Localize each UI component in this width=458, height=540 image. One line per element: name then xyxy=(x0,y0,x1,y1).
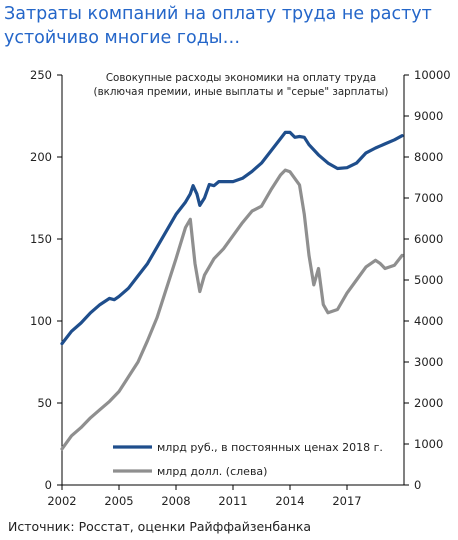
x-tick-label: 2011 xyxy=(218,494,247,508)
y-left-tick-label: 200 xyxy=(30,150,52,164)
y-left-tick-label: 150 xyxy=(30,232,52,246)
chart-title-line: (включая премии, иные выплаты и "серые" … xyxy=(94,86,389,98)
chart-title: Совокупные расходы экономики на оплату т… xyxy=(94,72,389,98)
y-right-tick-label: 10000 xyxy=(414,68,451,82)
y-right-tick-label: 6000 xyxy=(414,232,443,246)
chart-legend: млрд руб., в постоянных ценах 2018 г. млр… xyxy=(113,441,383,478)
series-line-usd xyxy=(60,168,404,451)
x-tick-label: 2005 xyxy=(104,494,133,508)
chart-series xyxy=(60,130,404,451)
legend-label: млрд долл. (слева) xyxy=(157,465,267,478)
x-tick-label: 2008 xyxy=(161,494,190,508)
y-right-tick-label: 9000 xyxy=(414,109,443,123)
y-right-tick-label: 5000 xyxy=(414,273,443,287)
y-right-tick-label: 2000 xyxy=(414,396,443,410)
y-left-tick-label: 250 xyxy=(30,68,52,82)
y-right-tick-label: 3000 xyxy=(414,355,443,369)
series-line-rub xyxy=(60,130,404,346)
x-tick-label: 2014 xyxy=(275,494,304,508)
source-note: Источник: Росстат, оценки Райффайзенбанк… xyxy=(8,519,312,534)
y-left-tick-label: 50 xyxy=(37,396,52,410)
headline-line-2: устойчиво многие годы… xyxy=(4,28,241,48)
y-right-tick-label: 7000 xyxy=(414,191,443,205)
y-right-tick-label: 8000 xyxy=(414,150,443,164)
x-tick-label: 2002 xyxy=(47,494,76,508)
chart-axes: 0 50 100 150 200 250 0 1000 2000 3000 4000 5000 6000… xyxy=(30,68,451,508)
y-right-tick-label: 1000 xyxy=(414,437,443,451)
headline-line-1: Затраты компаний на оплату труда не раст… xyxy=(4,4,432,24)
chart-title-line: Совокупные расходы экономики на оплату т… xyxy=(106,72,376,84)
y-right-tick-label: 0 xyxy=(414,478,421,492)
y-left-tick-label: 100 xyxy=(30,314,52,328)
legend-label: млрд руб., в постоянных ценах 2018 г. xyxy=(157,441,383,454)
headline: Затраты компаний на оплату труда не раст… xyxy=(4,2,454,50)
y-left-tick-label: 0 xyxy=(45,478,52,492)
wage-costs-chart: 0 50 100 150 200 250 0 1000 2000 3000 4000 5000 6000… xyxy=(30,68,451,508)
x-tick-label: 2017 xyxy=(332,494,361,508)
y-right-tick-label: 4000 xyxy=(414,314,443,328)
